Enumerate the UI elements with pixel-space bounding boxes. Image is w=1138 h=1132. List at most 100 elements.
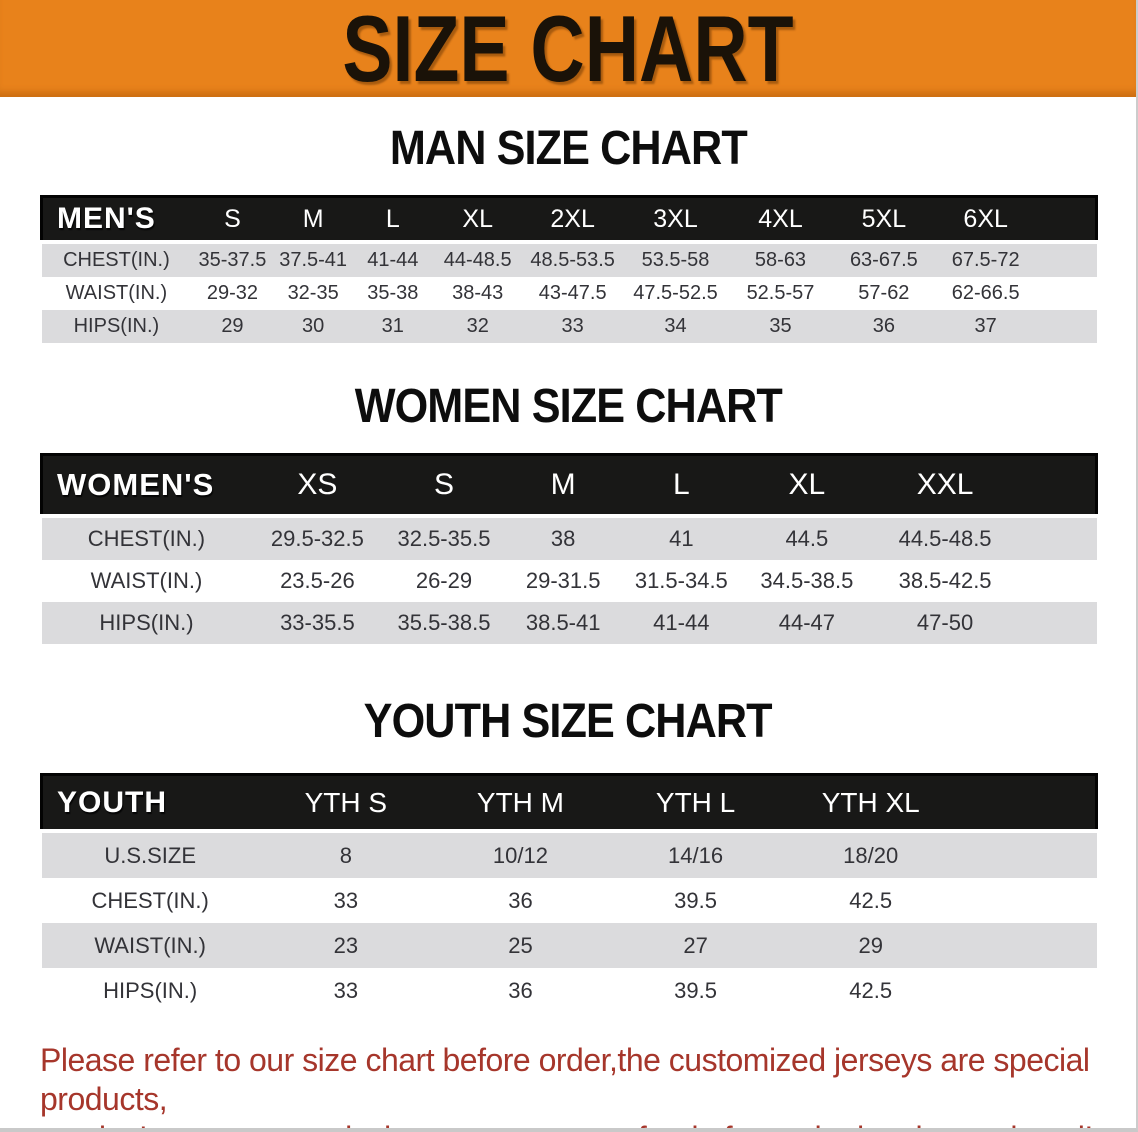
row-filler	[1036, 242, 1097, 277]
size-value-cell: 10/12	[432, 831, 609, 878]
row-filler	[1017, 516, 1097, 560]
size-value-cell: 33	[258, 878, 433, 923]
size-value-cell: 29-32	[191, 277, 274, 310]
column-header: S	[191, 195, 274, 244]
row-label: CHEST(IN.)	[41, 516, 252, 560]
disclaimer: Please refer to our size chart before or…	[40, 1041, 1116, 1128]
size-value-cell: 29	[783, 923, 959, 968]
size-value-cell: 62-66.5	[935, 277, 1037, 310]
size-value-cell: 41	[621, 516, 741, 560]
size-value-cell: 41-44	[352, 242, 433, 277]
size-value-cell: 23	[258, 923, 433, 968]
size-value-cell: 33-35.5	[251, 602, 384, 644]
column-header: L	[621, 453, 741, 518]
size-value-cell: 44.5-48.5	[872, 516, 1018, 560]
table-row: HIPS(IN.) 29 30 31 32 33 34 35 36 37	[41, 310, 1097, 343]
table-row: HIPS(IN.) 33-35.5 35.5-38.5 38.5-41 41-44 44-…	[41, 602, 1097, 644]
size-value-cell: 53.5-58	[622, 242, 729, 277]
size-value-cell: 29	[191, 310, 274, 343]
column-header: YTH XL	[783, 773, 959, 833]
header-filler	[958, 773, 1099, 833]
corner-label: WOMEN'S	[40, 453, 252, 518]
table-header-row: YOUTH YTH S YTH M YTH L YTH XL	[39, 773, 1099, 833]
column-header: YTH S	[258, 773, 433, 833]
size-value-cell: 38-43	[432, 277, 523, 310]
row-label: WAIST(IN.)	[41, 560, 252, 602]
size-value-cell: 37.5-41	[273, 242, 353, 277]
size-value-cell: 41-44	[621, 602, 741, 644]
row-label: CHEST(IN.)	[41, 878, 259, 923]
row-label: WAIST(IN.)	[41, 277, 192, 310]
table-row: HIPS(IN.) 33 36 39.5 42.5	[41, 968, 1097, 1013]
size-value-cell: 26-29	[383, 560, 505, 602]
column-header: 5XL	[832, 195, 936, 244]
row-label: HIPS(IN.)	[41, 602, 252, 644]
column-header: 3XL	[622, 195, 729, 244]
women-size-table: WOMEN'S XS S M L XL XXL CHEST(IN.) 29.5-32.5 32.5…	[40, 453, 1099, 644]
size-value-cell: 33	[258, 968, 433, 1013]
size-value-cell: 35-38	[352, 277, 433, 310]
size-value-cell: 36	[432, 968, 609, 1013]
size-value-cell: 35-37.5	[191, 242, 274, 277]
size-value-cell: 43-47.5	[522, 277, 623, 310]
youth-size-table: YOUTH YTH S YTH M YTH L YTH XL U.S.SIZE 8 10/12…	[39, 773, 1099, 1013]
column-header: YTH L	[608, 773, 784, 833]
corner-label: YOUTH	[39, 773, 259, 833]
row-label: HIPS(IN.)	[41, 968, 259, 1013]
table-row: WAIST(IN.) 23.5-26 26-29 29-31.5 31.5-34.5 34…	[41, 560, 1097, 602]
disclaimer-line-2: we don't accept cancel, change, teturn o…	[40, 1119, 1116, 1128]
size-value-cell: 42.5	[783, 968, 959, 1013]
size-value-cell: 25	[432, 923, 609, 968]
table-row: CHEST(IN.) 33 36 39.5 42.5	[41, 878, 1097, 923]
column-header: 4XL	[728, 195, 833, 244]
table-row: U.S.SIZE 8 10/12 14/16 18/20	[41, 831, 1097, 878]
table-row: WAIST(IN.) 29-32 32-35 35-38 38-43 43-47.5 47.…	[41, 277, 1097, 310]
size-value-cell: 42.5	[783, 878, 959, 923]
man-size-chart-title: MAN SIZE CHART	[0, 122, 1136, 175]
row-filler	[1036, 310, 1097, 343]
row-label: U.S.SIZE	[41, 831, 259, 878]
size-value-cell: 8	[258, 831, 433, 878]
size-value-cell: 31.5-34.5	[621, 560, 741, 602]
size-value-cell: 27	[608, 923, 784, 968]
size-value-cell: 29.5-32.5	[251, 516, 384, 560]
corner-label: MEN'S	[40, 195, 192, 244]
size-value-cell: 44-47	[740, 602, 873, 644]
size-value-cell: 67.5-72	[935, 242, 1037, 277]
size-value-cell: 34.5-38.5	[740, 560, 873, 602]
row-filler	[958, 968, 1097, 1013]
size-value-cell: 39.5	[608, 968, 784, 1013]
column-header: XL	[740, 453, 873, 518]
size-value-cell: 58-63	[728, 242, 833, 277]
size-value-cell: 34	[622, 310, 729, 343]
column-header: 2XL	[522, 195, 623, 244]
size-value-cell: 47.5-52.5	[622, 277, 729, 310]
size-value-cell: 29-31.5	[504, 560, 622, 602]
column-header: XXL	[872, 453, 1018, 518]
size-value-cell: 18/20	[783, 831, 959, 878]
column-header: S	[383, 453, 505, 518]
size-value-cell: 44-48.5	[432, 242, 523, 277]
size-value-cell: 39.5	[608, 878, 784, 923]
row-label: HIPS(IN.)	[41, 310, 192, 343]
women-size-chart-title: WOMEN SIZE CHART	[0, 383, 1136, 431]
man-size-chart-title-text: MAN SIZE CHART	[389, 122, 748, 175]
table-row: WAIST(IN.) 23 25 27 29	[41, 923, 1097, 968]
column-header: M	[273, 195, 353, 244]
size-value-cell: 32-35	[273, 277, 353, 310]
column-header: 6XL	[935, 195, 1037, 244]
header-filler	[1036, 195, 1099, 244]
size-value-cell: 14/16	[608, 831, 784, 878]
size-value-cell: 31	[352, 310, 433, 343]
size-value-cell: 38	[504, 516, 622, 560]
size-value-cell: 57-62	[832, 277, 936, 310]
man-size-table: MEN'S S M L XL 2XL 3XL 4XL 5XL 6XL CHEST(IN.) 35-37…	[40, 195, 1099, 343]
size-value-cell: 36	[832, 310, 936, 343]
header-filler	[1017, 453, 1099, 518]
table-row: CHEST(IN.) 35-37.5 37.5-41 41-44 44-48.5 48.5…	[41, 242, 1097, 277]
table-row: CHEST(IN.) 29.5-32.5 32.5-35.5 38 41 44.5 44.5…	[41, 516, 1097, 560]
youth-size-chart-title-text: YOUTH SIZE CHART	[363, 695, 773, 748]
table-header-row: MEN'S S M L XL 2XL 3XL 4XL 5XL 6XL	[40, 195, 1099, 244]
size-value-cell: 37	[935, 310, 1037, 343]
